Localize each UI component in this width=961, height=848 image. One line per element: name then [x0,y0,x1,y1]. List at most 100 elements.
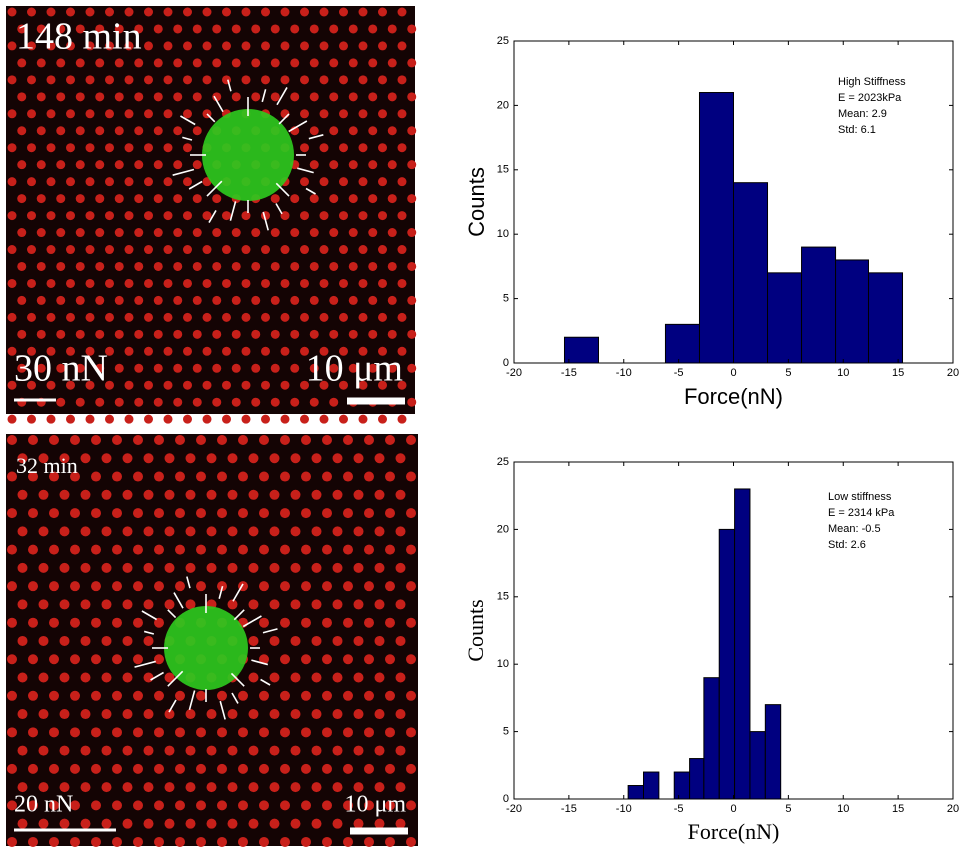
pillar [7,690,17,701]
pillar [241,414,251,424]
pillar [163,41,173,51]
pillar [46,75,56,85]
pillar [80,489,91,500]
bar [627,785,645,800]
pillar [66,143,75,153]
pillar [91,508,101,519]
pillar [112,727,122,738]
pillar [114,228,124,238]
pillar [259,654,269,665]
pillar [38,782,49,793]
pillar [339,143,348,153]
pillar [280,544,290,555]
pillar [358,109,368,119]
pillar [70,471,80,482]
pillar [311,782,322,793]
pillar [261,41,270,51]
pillar [114,160,124,170]
pillar [59,489,70,500]
force-arrow [262,211,269,231]
pillar [290,295,300,305]
pillar [46,414,56,424]
pillar [91,727,101,738]
pillar [173,92,183,102]
pillar [406,763,416,774]
pillar [280,278,290,288]
pillar [374,709,385,720]
pillar [329,194,339,204]
pillar [124,346,134,356]
pillar [105,380,114,390]
pillar [144,75,153,85]
pillar [378,109,387,119]
pillar [385,654,395,665]
force-arrow [275,203,283,215]
pillar [248,526,259,537]
pillar [101,489,112,500]
pillar [290,24,300,34]
pillar [143,489,154,500]
pillar [387,228,397,238]
pillar [406,508,416,519]
x-tick-label: -5 [674,803,684,815]
pillar [196,508,206,519]
pillar [238,435,248,445]
pillar [101,453,112,464]
pillar [368,126,378,136]
force-arrow [218,585,224,599]
pillar [154,727,164,738]
pillar [385,836,395,847]
pillar [164,489,175,500]
pillar [348,194,358,204]
pillar [311,562,322,573]
pillar [343,690,353,701]
y-tick-label: 15 [497,164,509,176]
time-label: 148 min [16,16,142,58]
pillar [7,654,17,665]
pillar [227,453,238,464]
pillar [80,599,91,610]
pillar [406,617,416,628]
pillar [407,92,417,102]
pillar [238,727,248,738]
pillar [300,278,309,288]
pillar [319,75,329,85]
pillar [85,75,95,85]
force-arrow [262,628,278,634]
pillar [122,782,133,793]
pillar [329,160,339,170]
pillar [406,544,416,555]
pillar [329,295,339,305]
pillar [27,41,36,51]
pillar [406,836,416,847]
pillar [101,562,112,573]
pillar [329,92,339,102]
pillar [385,544,395,555]
pillar [164,599,175,610]
pillar [17,818,28,829]
pillar [259,581,269,592]
pillar [322,690,332,701]
pillar [154,581,164,592]
pillar [238,690,248,701]
pillar [212,194,222,204]
pillar [49,836,59,847]
pillar [280,581,290,592]
pillar [378,143,387,153]
pillar [164,709,175,720]
pillar [173,363,183,373]
force-arrow [278,113,290,125]
pillar [212,397,222,407]
pillar [300,41,309,51]
pillar [280,75,290,85]
pillar [133,654,143,665]
pillar [7,312,17,322]
pillar [163,7,173,17]
pillar [343,581,353,592]
pillar [259,690,269,701]
pillar [343,763,353,774]
pillar [231,24,241,34]
pillar [217,471,227,482]
pillar [75,295,85,305]
pillar [70,690,80,701]
